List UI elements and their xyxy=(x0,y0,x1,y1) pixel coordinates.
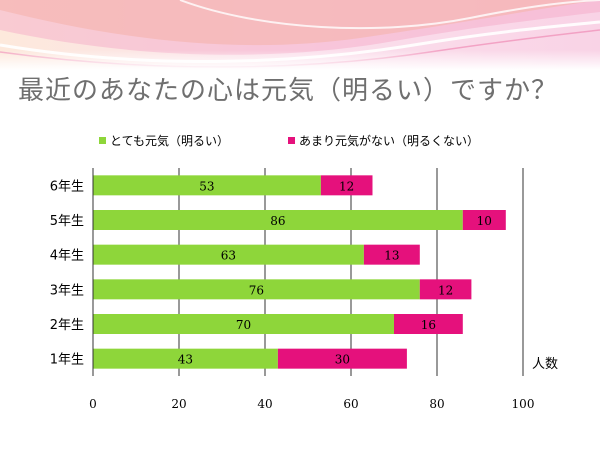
x-tick-label: 80 xyxy=(429,397,444,411)
data-label: 76 xyxy=(249,283,264,297)
x-tick-label: 0 xyxy=(89,397,97,411)
data-label: 12 xyxy=(339,179,354,193)
category-labels: 6年生 5年生 4年生 3年生 2年生 1年生 xyxy=(50,179,84,367)
x-tick-label: 100 xyxy=(512,397,535,411)
data-label: 10 xyxy=(477,214,492,228)
category-label: 4年生 xyxy=(50,249,84,264)
legend-swatch-series-2 xyxy=(288,137,295,144)
banner-wave xyxy=(179,0,600,30)
x-tick-label: 60 xyxy=(343,397,358,411)
category-label: 2年生 xyxy=(50,318,84,333)
category-label: 3年生 xyxy=(50,283,84,298)
bars: 53 12 86 10 63 13 76 12 70 16 43 30 xyxy=(93,175,506,369)
bar-segment-series-1 xyxy=(93,279,420,300)
data-label: 30 xyxy=(335,353,350,367)
data-label: 12 xyxy=(438,283,453,297)
bar-segment-series-2 xyxy=(363,244,420,265)
x-tick-labels: 0 20 40 60 80 100 xyxy=(89,397,534,411)
bar-segment-series-1 xyxy=(93,348,278,369)
data-label: 70 xyxy=(236,318,251,332)
data-label: 86 xyxy=(270,214,285,228)
category-label: 1年生 xyxy=(50,353,84,368)
category-label: 6年生 xyxy=(50,179,84,194)
legend-swatch-series-1 xyxy=(99,137,106,144)
bar-segment-series-2 xyxy=(320,175,373,196)
chart-legend: とても元気（明るい） あまり元気がない（明るくない） xyxy=(99,133,479,148)
data-label: 63 xyxy=(221,249,236,263)
decorative-banner xyxy=(0,0,600,70)
bar-segment-series-2 xyxy=(394,314,463,334)
bar-segment-series-2 xyxy=(419,279,472,300)
data-label: 13 xyxy=(384,249,399,263)
legend-label-series-1: とても元気（明るい） xyxy=(110,133,229,148)
bar-segment-series-1 xyxy=(93,314,394,334)
data-label: 53 xyxy=(199,179,214,193)
data-label: 16 xyxy=(421,318,436,332)
category-label: 5年生 xyxy=(50,214,84,229)
x-tick-label: 40 xyxy=(257,397,272,411)
banner-wave xyxy=(0,0,600,46)
bar-segment-series-1 xyxy=(93,210,463,230)
bar-segment-series-1 xyxy=(93,175,321,196)
x-tick-label: 20 xyxy=(171,397,186,411)
banner-wave xyxy=(0,0,600,55)
bar-segment-series-2 xyxy=(277,348,407,369)
gridlines xyxy=(178,168,524,376)
bar-segment-series-2 xyxy=(462,210,506,230)
slide-title: 最近のあなたの心は元気（明るい）ですか？ xyxy=(18,76,559,106)
legend-label-series-2: あまり元気がない（明るくない） xyxy=(299,133,479,148)
bar-segment-series-1 xyxy=(93,244,364,265)
x-axis-label: 人数 xyxy=(532,357,558,372)
data-label: 43 xyxy=(178,353,193,367)
